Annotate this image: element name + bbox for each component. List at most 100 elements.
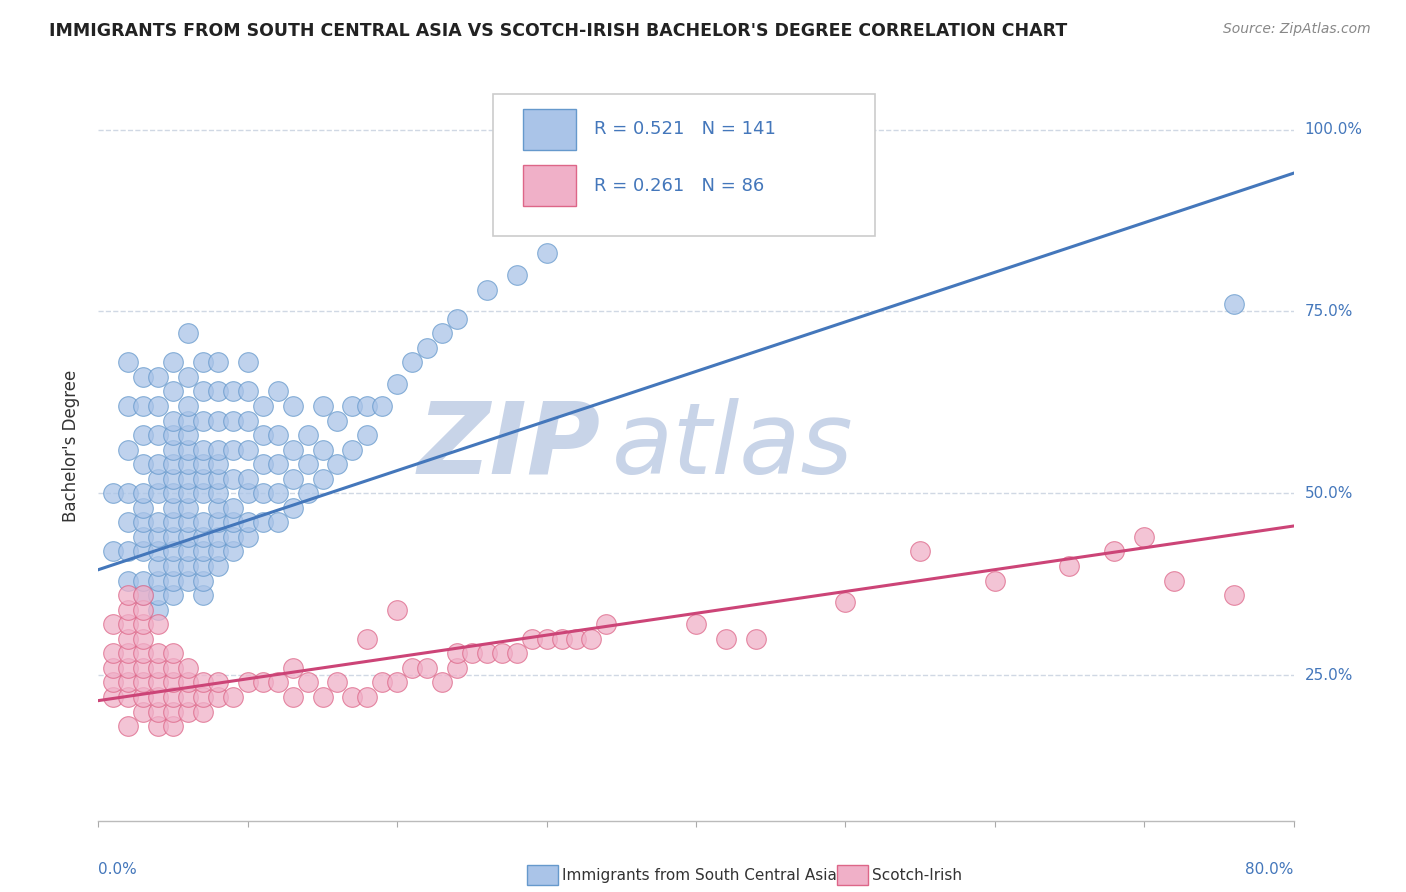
Point — [148, 588, 170, 602]
Point — [536, 246, 558, 260]
Point — [132, 544, 155, 558]
Point — [148, 559, 170, 574]
Point — [595, 617, 617, 632]
Point — [132, 428, 155, 442]
Point — [148, 516, 170, 530]
Point — [191, 530, 214, 544]
Point — [267, 675, 290, 690]
Point — [148, 428, 170, 442]
Text: Source: ZipAtlas.com: Source: ZipAtlas.com — [1223, 22, 1371, 37]
Point — [162, 384, 184, 399]
Point — [1163, 574, 1185, 588]
Text: 25.0%: 25.0% — [1305, 667, 1353, 682]
Point — [236, 675, 259, 690]
Point — [103, 486, 125, 500]
Point — [491, 646, 513, 660]
FancyBboxPatch shape — [523, 165, 576, 206]
Point — [222, 544, 245, 558]
Point — [132, 705, 155, 719]
Point — [401, 355, 423, 369]
Point — [385, 602, 409, 616]
Point — [148, 457, 170, 471]
Text: atlas: atlas — [613, 398, 853, 494]
Point — [148, 661, 170, 675]
Point — [117, 602, 139, 616]
Point — [117, 544, 139, 558]
Point — [297, 675, 319, 690]
Point — [222, 500, 245, 515]
Point — [236, 530, 259, 544]
Point — [177, 690, 200, 704]
Point — [148, 602, 170, 616]
Point — [117, 719, 139, 733]
Point — [581, 632, 603, 646]
Point — [191, 559, 214, 574]
Point — [191, 355, 214, 369]
Point — [207, 675, 229, 690]
Point — [191, 413, 214, 427]
Point — [984, 574, 1007, 588]
Point — [103, 646, 125, 660]
Point — [207, 544, 229, 558]
Point — [1223, 297, 1246, 311]
Point — [191, 574, 214, 588]
Point — [236, 355, 259, 369]
Point — [117, 588, 139, 602]
Point — [148, 646, 170, 660]
Point — [191, 516, 214, 530]
Point — [430, 326, 453, 341]
Text: 75.0%: 75.0% — [1305, 304, 1353, 319]
Point — [162, 457, 184, 471]
Point — [297, 486, 319, 500]
Point — [148, 719, 170, 733]
Point — [236, 384, 259, 399]
Point — [281, 442, 304, 457]
Point — [148, 486, 170, 500]
Point — [177, 486, 200, 500]
Point — [132, 617, 155, 632]
Point — [565, 632, 588, 646]
Point — [132, 457, 155, 471]
Text: 100.0%: 100.0% — [1305, 122, 1362, 137]
Point — [148, 690, 170, 704]
Point — [311, 472, 333, 486]
Point — [207, 516, 229, 530]
Point — [191, 675, 214, 690]
Point — [132, 632, 155, 646]
Point — [162, 705, 184, 719]
Point — [132, 646, 155, 660]
Point — [311, 690, 333, 704]
Point — [177, 457, 200, 471]
Point — [356, 690, 378, 704]
Point — [148, 617, 170, 632]
Point — [177, 370, 200, 384]
Point — [267, 428, 290, 442]
Y-axis label: Bachelor's Degree: Bachelor's Degree — [62, 370, 80, 522]
Point — [162, 413, 184, 427]
Point — [117, 690, 139, 704]
Text: Immigrants from South Central Asia: Immigrants from South Central Asia — [562, 868, 838, 882]
Point — [267, 384, 290, 399]
Point — [177, 675, 200, 690]
Point — [236, 516, 259, 530]
Point — [1223, 588, 1246, 602]
Point — [132, 500, 155, 515]
Point — [207, 500, 229, 515]
Point — [162, 588, 184, 602]
Text: 50.0%: 50.0% — [1305, 486, 1353, 500]
Point — [236, 413, 259, 427]
Point — [177, 661, 200, 675]
Point — [177, 530, 200, 544]
Point — [162, 544, 184, 558]
Point — [1104, 544, 1126, 558]
Point — [148, 574, 170, 588]
Point — [281, 661, 304, 675]
Point — [267, 486, 290, 500]
Point — [191, 705, 214, 719]
Point — [342, 399, 364, 413]
Point — [714, 632, 737, 646]
Point — [117, 574, 139, 588]
Point — [148, 675, 170, 690]
Point — [117, 646, 139, 660]
Point — [103, 675, 125, 690]
